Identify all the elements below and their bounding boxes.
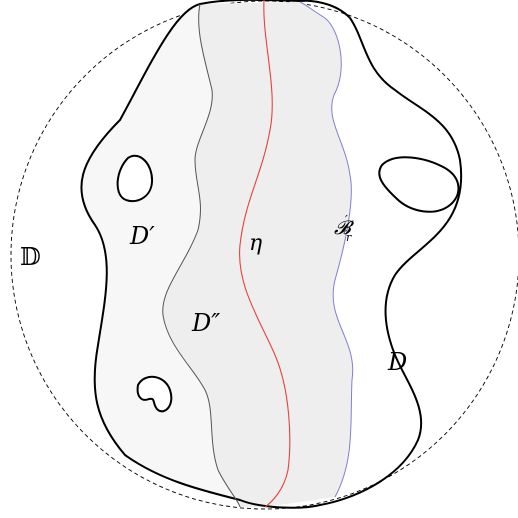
label-b-r-prime-sup: ′: [345, 213, 348, 227]
hole-upper-left: [116, 154, 154, 203]
label-eta: η: [249, 231, 262, 256]
label-b-r-prime-sub: r: [346, 231, 352, 244]
label-d-prime: D′: [129, 222, 155, 250]
domain-d-boundary: [80, 0, 463, 509]
hole-right: [378, 156, 460, 213]
label-d: D: [387, 348, 407, 376]
hole-lower-left: [136, 375, 173, 413]
b-r-prime-boundary: [299, 1, 354, 498]
label-d-double-prime: D″: [191, 309, 220, 337]
eta-curve: [239, 0, 291, 508]
region-d-double-prime: [162, 2, 353, 507]
label-b-r-prime: 𝓑: [334, 217, 354, 239]
inner-boundary-curve: [162, 3, 241, 508]
label-disk: 𝔻: [20, 243, 41, 271]
